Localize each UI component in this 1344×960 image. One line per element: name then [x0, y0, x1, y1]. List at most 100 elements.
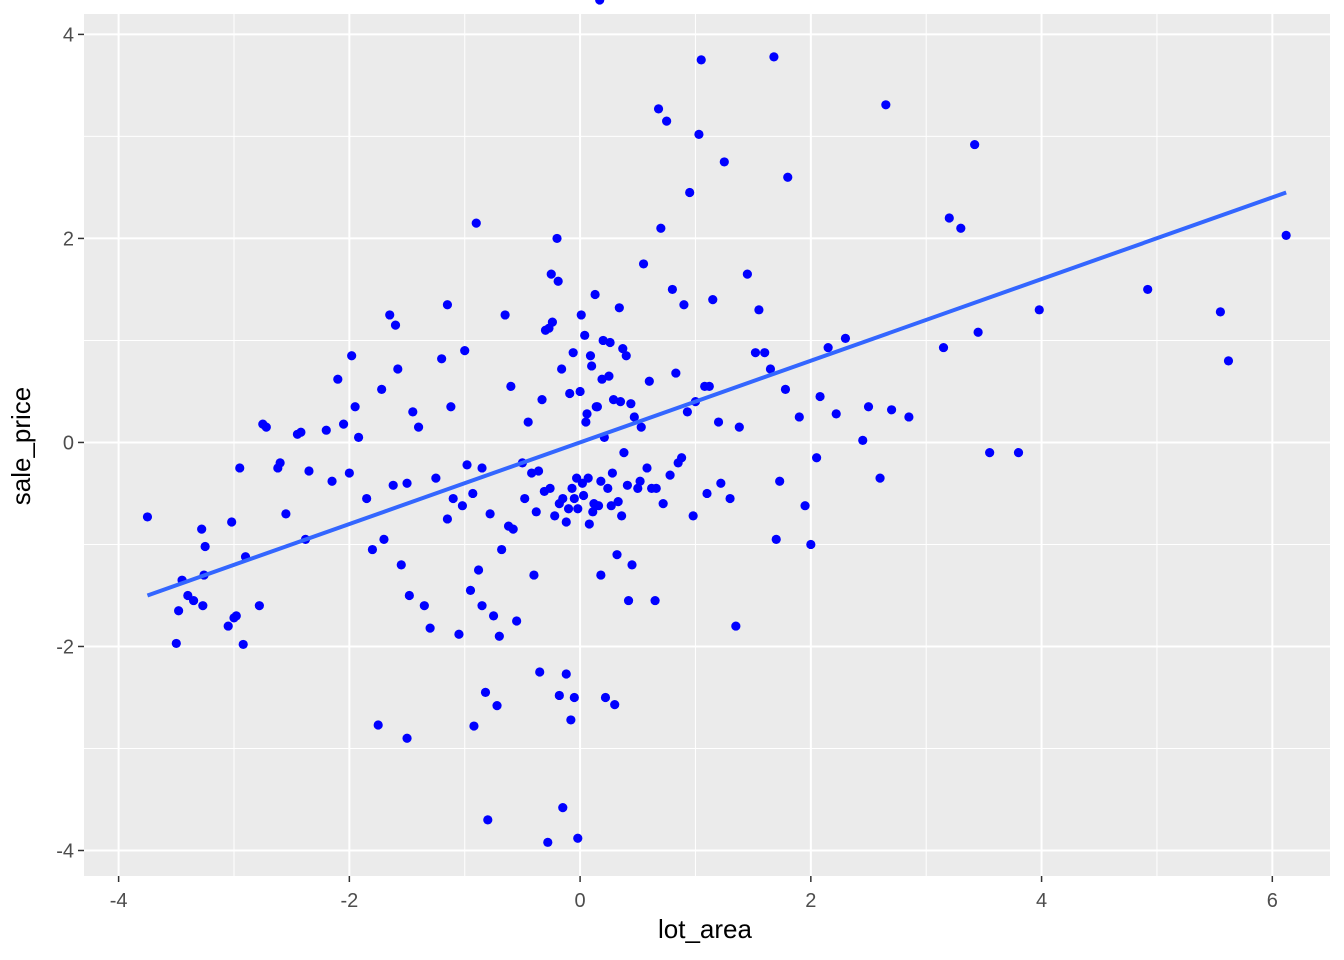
- data-point: [765, 364, 776, 374]
- data-point: [419, 601, 429, 611]
- data-point: [396, 560, 406, 570]
- data-point: [806, 539, 816, 550]
- data-point: [537, 395, 547, 405]
- y-tick-label: 2: [63, 228, 74, 250]
- data-point: [448, 493, 458, 504]
- data-point: [508, 524, 518, 534]
- major-gridlines: [84, 14, 1330, 876]
- data-point: [708, 295, 718, 305]
- data-point: [572, 473, 582, 483]
- data-point: [582, 409, 592, 419]
- data-point: [677, 453, 687, 463]
- data-point: [223, 621, 233, 631]
- data-point: [531, 507, 541, 517]
- data-point: [533, 466, 544, 476]
- data-point: [585, 351, 596, 361]
- data-point: [682, 407, 692, 417]
- data-point: [473, 565, 484, 575]
- data-point: [573, 833, 583, 843]
- data-point: [468, 488, 478, 499]
- data-point: [575, 386, 585, 397]
- data-point: [1034, 305, 1044, 315]
- data-point: [431, 473, 441, 483]
- data-point: [719, 157, 729, 167]
- data-point: [956, 223, 966, 233]
- data-point: [465, 585, 476, 595]
- regression-line: [146, 190, 1287, 598]
- x-tick-label: 6: [1267, 890, 1278, 912]
- data-point: [554, 499, 564, 509]
- data-point: [554, 690, 564, 701]
- data-point: [273, 463, 283, 473]
- data-point: [254, 601, 264, 611]
- data-point: [696, 55, 706, 65]
- data-point: [573, 504, 583, 514]
- data-point: [638, 259, 649, 269]
- data-point: [858, 435, 868, 446]
- data-point: [488, 611, 499, 621]
- data-point: [327, 476, 337, 486]
- data-point: [973, 327, 983, 337]
- data-point: [886, 405, 897, 415]
- x-axis-title: lot_area: [658, 914, 752, 944]
- data-point: [437, 354, 447, 364]
- data-point: [734, 422, 744, 432]
- data-point: [590, 289, 600, 300]
- data-point: [454, 629, 464, 639]
- data-point: [618, 343, 628, 354]
- data-point: [938, 342, 949, 353]
- data-point: [754, 305, 764, 315]
- data-point: [580, 330, 590, 340]
- data-point: [771, 534, 781, 544]
- y-axis: -4 -2 0 2 4: [56, 24, 84, 862]
- data-point: [617, 511, 627, 521]
- data-point: [651, 483, 661, 493]
- data-point: [333, 374, 343, 384]
- data-point: [563, 504, 574, 514]
- data-point: [904, 412, 914, 422]
- x-tick-label: -2: [340, 890, 358, 912]
- data-point: [623, 595, 634, 606]
- x-tick-label: -4: [110, 890, 128, 912]
- data-point: [142, 512, 153, 522]
- data-point: [593, 501, 604, 511]
- y-tick-label: -4: [56, 840, 74, 862]
- data-point: [385, 310, 395, 320]
- data-point: [658, 499, 668, 509]
- data-point: [750, 348, 761, 358]
- data-point: [462, 460, 472, 470]
- data-point: [373, 720, 383, 730]
- data-point: [497, 544, 507, 555]
- data-point: [1215, 307, 1225, 317]
- x-tick-label: 4: [1036, 890, 1047, 912]
- data-point: [622, 480, 632, 490]
- data-point: [561, 669, 571, 679]
- data-point: [344, 468, 354, 478]
- data-point: [742, 269, 752, 279]
- data-point: [535, 667, 545, 677]
- data-point: [1143, 284, 1153, 295]
- data-point: [588, 507, 598, 517]
- data-point: [565, 388, 575, 399]
- data-point: [688, 511, 698, 521]
- data-point: [635, 476, 645, 486]
- data-point: [402, 733, 412, 743]
- data-point: [629, 412, 639, 422]
- data-point: [553, 276, 563, 286]
- data-point: [597, 374, 607, 384]
- data-point: [512, 616, 522, 626]
- data-point: [523, 417, 533, 427]
- data-point: [581, 417, 591, 427]
- data-point: [944, 213, 954, 223]
- data-point: [558, 803, 568, 813]
- data-point: [404, 590, 414, 601]
- data-point: [469, 721, 479, 731]
- data-point: [716, 478, 726, 488]
- data-point: [483, 815, 493, 825]
- data-point: [568, 348, 578, 358]
- data-point: [174, 606, 184, 616]
- data-point: [460, 346, 470, 356]
- data-point: [831, 409, 841, 419]
- data-point: [539, 486, 549, 497]
- data-point: [596, 570, 606, 580]
